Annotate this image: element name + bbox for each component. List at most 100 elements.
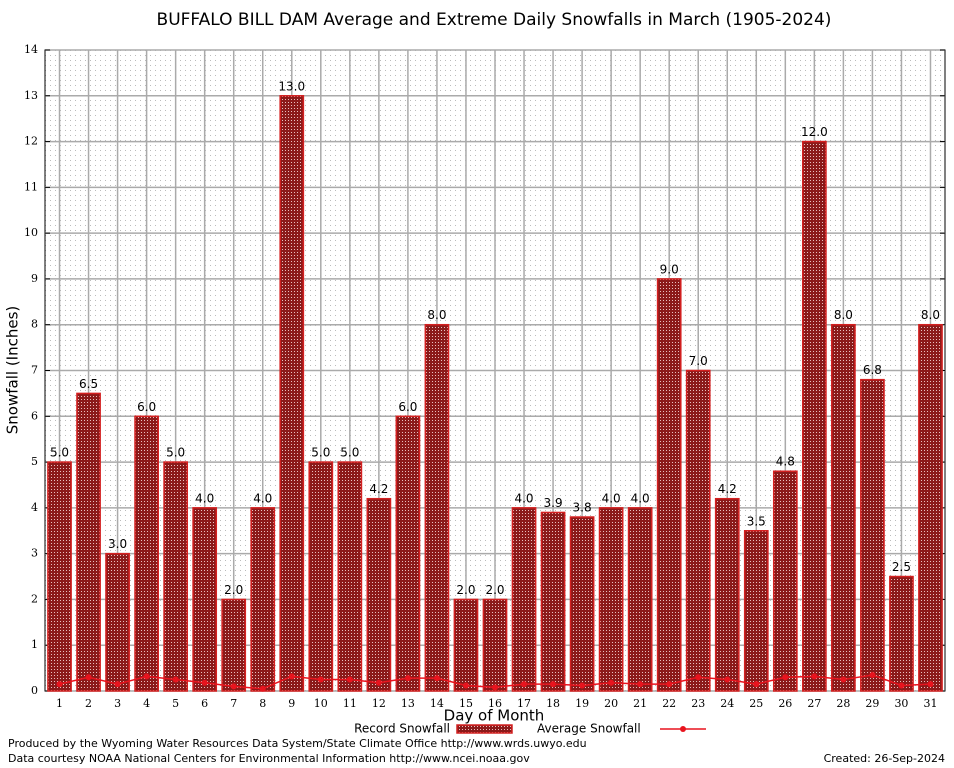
x-tick-label: 24 [720, 697, 734, 710]
y-tick-label: 11 [24, 180, 38, 193]
value-label: 6.5 [79, 377, 98, 391]
bar [279, 95, 305, 692]
point [724, 676, 731, 683]
legend-label: Average Snowfall [537, 722, 641, 736]
bar [860, 378, 885, 692]
bar [192, 507, 218, 692]
y-tick-label: 13 [24, 89, 38, 102]
x-tick-label: 21 [633, 697, 647, 710]
y-tick-label: 14 [24, 43, 38, 56]
x-tick-label: 30 [894, 697, 908, 710]
y-tick-label: 3 [31, 547, 38, 560]
x-tick-label: 7 [230, 697, 237, 710]
point [433, 675, 440, 682]
x-tick-label: 28 [836, 697, 850, 710]
bar [627, 507, 653, 692]
point [259, 685, 266, 692]
point [56, 681, 63, 688]
x-tick-label: 25 [749, 697, 763, 710]
value-label: 5.0 [340, 446, 359, 460]
x-tick-label: 5 [172, 697, 179, 710]
value-label: 6.8 [863, 363, 882, 377]
x-tick-label: 10 [314, 697, 328, 710]
x-tick-label: 13 [401, 697, 415, 710]
value-label: 8.0 [921, 308, 940, 322]
bar [163, 461, 189, 692]
value-label: 2.5 [892, 560, 911, 574]
value-label: 12.0 [801, 125, 828, 139]
y-tick-label: 5 [31, 455, 38, 468]
x-tick-label: 6 [201, 697, 208, 710]
x-tick-label: 23 [691, 697, 705, 710]
bar [134, 415, 159, 692]
value-label: 5.0 [50, 446, 69, 460]
bar [714, 497, 740, 692]
point [172, 676, 179, 683]
value-label: 3.5 [747, 514, 766, 528]
x-tick-label: 3 [114, 697, 121, 710]
bar [540, 511, 566, 692]
value-label: 5.0 [166, 446, 185, 460]
point [230, 683, 237, 690]
point [753, 681, 760, 688]
x-tick-label: 15 [459, 697, 473, 710]
bar [685, 369, 711, 692]
y-tick-label: 12 [24, 135, 38, 148]
x-tick-label: 19 [575, 697, 589, 710]
value-label: 4.8 [776, 455, 795, 469]
value-label: 2.0 [456, 583, 475, 597]
footer-credit: Produced by the Wyoming Water Resources … [8, 737, 587, 750]
bar [47, 461, 72, 692]
x-tick-label: 1 [56, 697, 63, 710]
point [637, 681, 644, 688]
bar [395, 415, 421, 692]
x-tick-label: 27 [807, 697, 821, 710]
bar [337, 461, 363, 692]
value-label: 2.0 [224, 583, 243, 597]
point [898, 682, 905, 689]
x-tick-label: 29 [865, 697, 879, 710]
x-tick-label: 14 [430, 697, 444, 710]
x-tick-label: 26 [778, 697, 792, 710]
value-label: 4.0 [514, 491, 533, 505]
bar [105, 552, 130, 692]
point [462, 682, 469, 689]
point [782, 674, 789, 681]
legend-label: Record Snowfall [354, 722, 450, 736]
x-tick-label: 31 [923, 697, 937, 710]
x-tick-label: 16 [488, 697, 502, 710]
bar [76, 392, 101, 692]
bar [308, 461, 334, 692]
x-tick-label: 17 [517, 697, 531, 710]
point [317, 676, 324, 683]
point [521, 681, 528, 688]
x-axis-label: Day of Month [444, 707, 545, 725]
point [492, 684, 498, 691]
bar [772, 470, 798, 692]
footer-created: Created: 26-Sep-2024 [824, 752, 945, 765]
y-tick-label: 0 [31, 684, 38, 697]
x-tick-label: 8 [259, 697, 266, 710]
y-axis-label: Snowfall (Inches) [4, 306, 22, 434]
value-label: 3.0 [108, 537, 127, 551]
value-label: 4.0 [195, 491, 214, 505]
x-tick-label: 12 [372, 697, 386, 710]
value-label: 5.0 [311, 446, 330, 460]
value-label: 9.0 [660, 262, 679, 276]
y-tick-label: 6 [31, 409, 38, 422]
point [579, 682, 586, 689]
bar [221, 598, 247, 692]
value-label: 7.0 [689, 354, 708, 368]
value-label: 8.0 [427, 308, 446, 322]
point [288, 673, 295, 680]
x-tick-label: 20 [604, 697, 618, 710]
point [404, 675, 411, 682]
value-label: 2.0 [485, 583, 504, 597]
chart-title: BUFFALO BILL DAM Average and Extreme Dai… [157, 10, 832, 30]
bar [366, 497, 392, 692]
bar [656, 278, 682, 692]
point [85, 674, 92, 681]
bar [511, 507, 537, 692]
bar [453, 598, 479, 692]
